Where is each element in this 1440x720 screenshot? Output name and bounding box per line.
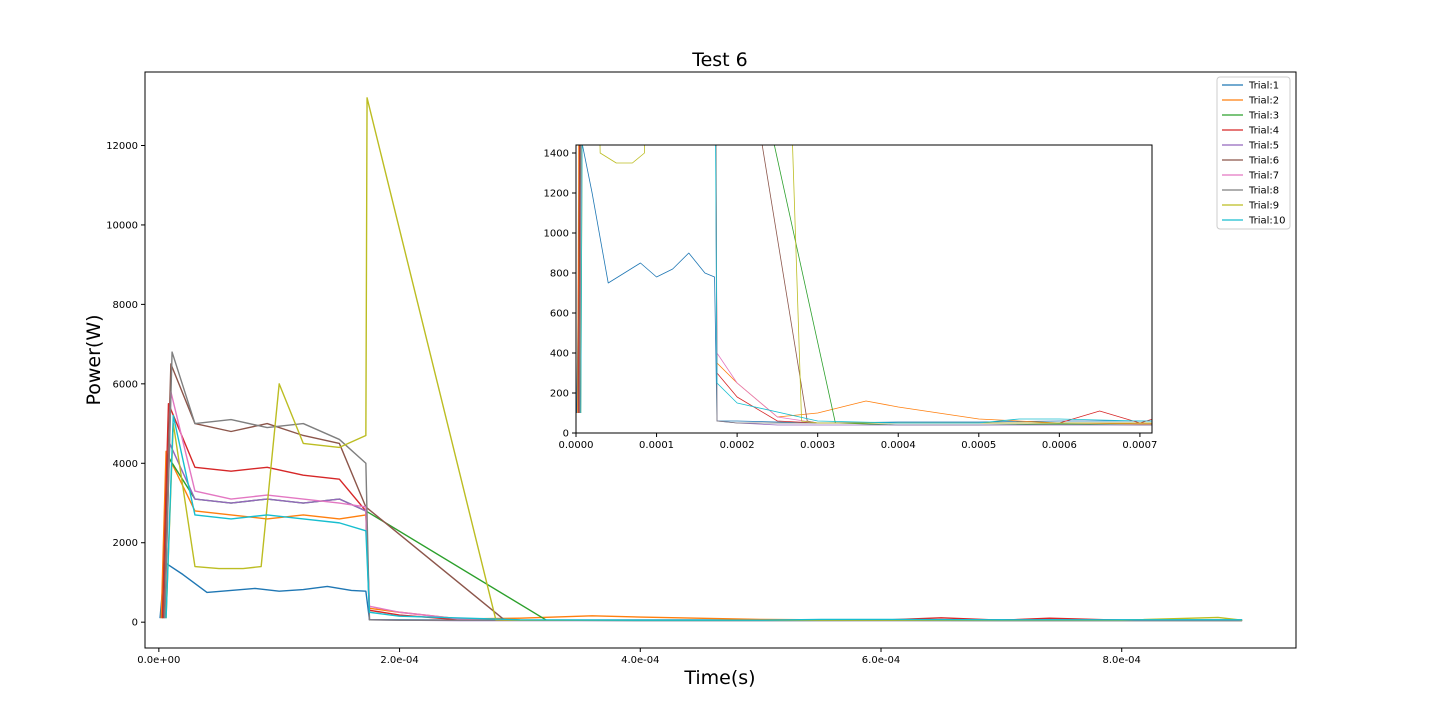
main-x-tick-label: 4.0e-04 bbox=[621, 655, 659, 666]
legend-label-8: Trial:8 bbox=[1248, 186, 1279, 197]
inset-x-tick-label: 0.0002 bbox=[720, 440, 755, 451]
legend-label-7: Trial:7 bbox=[1248, 171, 1279, 182]
main-x-tick-label: 6.0e-04 bbox=[862, 655, 900, 666]
inset-y-tick-label: 1000 bbox=[544, 229, 569, 240]
legend-label-10: Trial:10 bbox=[1248, 216, 1286, 227]
inset-x-tick-label: 0.0001 bbox=[639, 440, 674, 451]
main-y-tick-label: 12000 bbox=[106, 141, 138, 152]
legend-label-9: Trial:9 bbox=[1248, 201, 1279, 212]
inset-y-tick-label: 200 bbox=[550, 389, 569, 400]
legend-label-3: Trial:3 bbox=[1248, 111, 1279, 122]
inset-background bbox=[576, 145, 1152, 433]
legend-label-4: Trial:4 bbox=[1248, 126, 1279, 137]
main-series-line-10 bbox=[165, 414, 1243, 621]
legend-label-2: Trial:2 bbox=[1248, 96, 1279, 107]
main-y-tick-label: 4000 bbox=[113, 459, 138, 470]
inset-x-tick-label: 0.0005 bbox=[961, 440, 996, 451]
inset-x-tick-label: 0.0004 bbox=[881, 440, 916, 451]
main-y-tick-label: 2000 bbox=[113, 538, 138, 549]
legend-label-6: Trial:6 bbox=[1248, 156, 1279, 167]
inset-series-line-1 bbox=[576, 145, 1152, 424]
inset-x-axis-ticks: 0.0000 0.0001 0.0002 0.0003 0.0004 0.0005 0.00… bbox=[559, 433, 1157, 451]
chart-title: Test 6 bbox=[691, 49, 748, 71]
inset-x-tick-label: 0.0006 bbox=[1042, 440, 1077, 451]
inset-y-tick-label: 600 bbox=[550, 309, 569, 320]
inset-series-line-10 bbox=[580, 145, 1152, 424]
inset-y-tick-label: 0 bbox=[563, 429, 569, 440]
main-x-axis-ticks: 0.0e+00 2.0e-04 4.0e-04 6.0e-04 8.0e-04 bbox=[137, 648, 1141, 666]
main-series-line-5 bbox=[162, 442, 1243, 622]
main-y-tick-label: 10000 bbox=[106, 220, 138, 231]
main-plot-frame bbox=[144, 71, 1297, 649]
main-plot-lines bbox=[159, 97, 1243, 622]
main-y-tick-label: 8000 bbox=[113, 300, 138, 311]
main-series-line-3 bbox=[161, 454, 1243, 622]
inset-y-tick-label: 400 bbox=[550, 349, 569, 360]
inset-x-tick-label: 0.0007 bbox=[1122, 440, 1157, 451]
main-series-line-4 bbox=[161, 403, 1243, 621]
inset-plot-lines bbox=[576, 145, 1152, 426]
inset-y-tick-label: 1200 bbox=[544, 189, 569, 200]
main-x-tick-label: 8.0e-04 bbox=[1103, 655, 1141, 666]
main-series-line-1 bbox=[159, 561, 1243, 621]
legend: Trial:1 Trial:2 Trial:3 Trial:4 Trial:5 Trial… bbox=[1216, 76, 1291, 230]
inset-y-tick-label: 1400 bbox=[544, 149, 569, 160]
inset-series-line-9 bbox=[580, 145, 1152, 424]
legend-label-1: Trial:1 bbox=[1248, 81, 1279, 92]
main-x-tick-label: 0.0e+00 bbox=[137, 655, 180, 666]
inset-x-tick-label: 0.0003 bbox=[800, 440, 835, 451]
inset-plot-frame bbox=[575, 144, 1153, 434]
inset-y-tick-label: 800 bbox=[550, 269, 569, 280]
main-y-tick-label: 6000 bbox=[113, 379, 138, 390]
inset-y-axis-ticks: 0 200 400 600 800 1000 1200 1400 bbox=[544, 149, 576, 440]
x-axis-label: Time(s) bbox=[683, 667, 755, 689]
main-x-tick-label: 2.0e-04 bbox=[380, 655, 418, 666]
main-y-axis-ticks: 0 2000 4000 6000 8000 10000 12000 bbox=[106, 141, 145, 629]
main-y-tick-label: 0 bbox=[132, 618, 138, 629]
inset-x-tick-label: 0.0000 bbox=[559, 440, 594, 451]
legend-label-5: Trial:5 bbox=[1248, 141, 1279, 152]
y-axis-label: Power(W) bbox=[83, 314, 105, 405]
